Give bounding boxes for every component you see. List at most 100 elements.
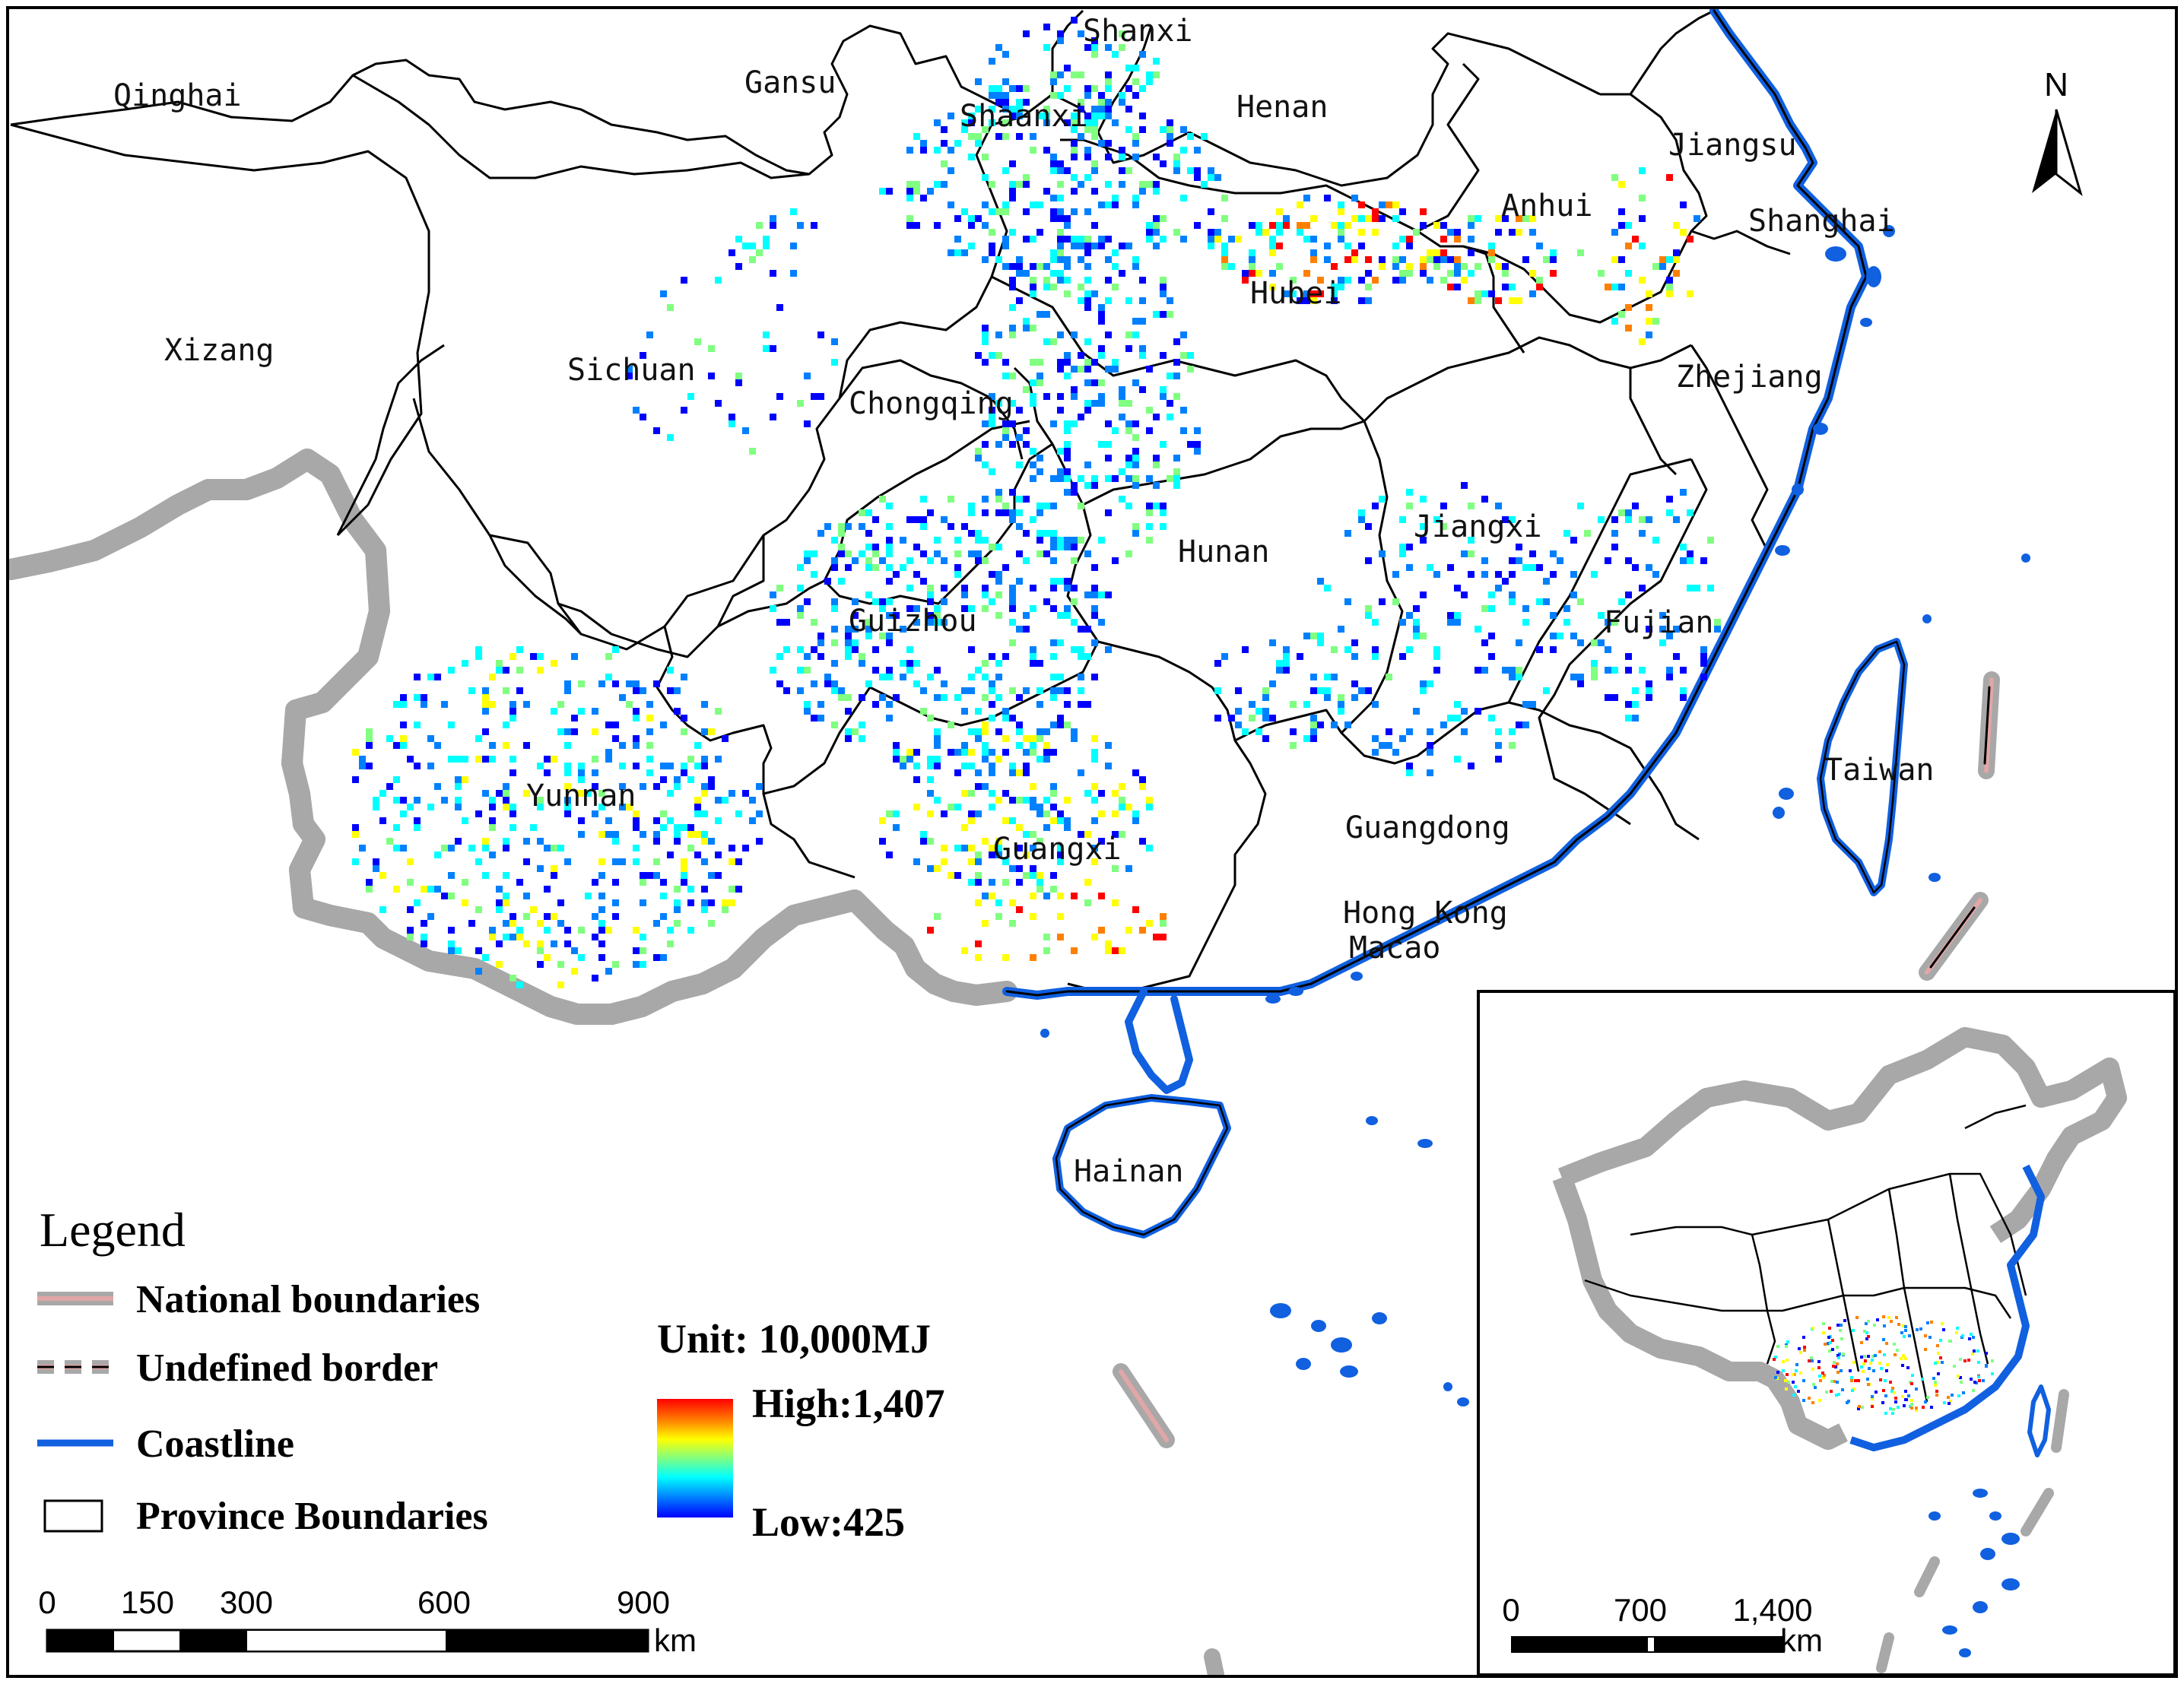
energy-pixel bbox=[968, 530, 975, 537]
energy-pixel bbox=[1050, 817, 1057, 824]
energy-pixel bbox=[1105, 99, 1112, 106]
energy-pixel bbox=[995, 612, 1002, 619]
energy-pixel bbox=[509, 975, 516, 982]
energy-pixel bbox=[1057, 475, 1064, 482]
energy-pixel bbox=[1495, 263, 1502, 270]
inset-energy-pixel bbox=[1866, 1378, 1869, 1381]
energy-pixel bbox=[1105, 181, 1112, 188]
energy-pixel bbox=[1563, 530, 1570, 537]
energy-pixel bbox=[1591, 660, 1598, 667]
energy-pixel bbox=[982, 660, 989, 667]
energy-pixel bbox=[1173, 167, 1180, 174]
energy-pixel bbox=[612, 646, 619, 653]
energy-pixel bbox=[1009, 195, 1016, 201]
energy-pixel bbox=[1091, 591, 1098, 598]
energy-pixel bbox=[633, 680, 640, 687]
energy-pixel bbox=[1475, 667, 1481, 674]
energy-pixel bbox=[1680, 544, 1687, 550]
energy-pixel bbox=[441, 701, 448, 708]
energy-pixel bbox=[1639, 167, 1646, 174]
energy-pixel bbox=[1372, 503, 1379, 509]
energy-pixel bbox=[1255, 728, 1262, 735]
energy-pixel bbox=[1002, 858, 1009, 865]
energy-pixel bbox=[407, 858, 414, 865]
energy-pixel bbox=[893, 824, 900, 831]
energy-pixel bbox=[653, 817, 660, 824]
inset-energy-pixel bbox=[1968, 1337, 1971, 1340]
energy-pixel bbox=[503, 797, 509, 804]
label-guangxi: Guangxi bbox=[993, 832, 1122, 867]
energy-pixel bbox=[653, 838, 660, 845]
energy-pixel bbox=[1324, 694, 1331, 701]
energy-pixel bbox=[1700, 646, 1707, 653]
energy-pixel bbox=[1611, 694, 1618, 701]
energy-pixel bbox=[1132, 523, 1139, 530]
energy-pixel bbox=[906, 646, 913, 653]
energy-pixel bbox=[1105, 646, 1112, 653]
energy-pixel bbox=[879, 674, 886, 680]
inset-energy-pixel bbox=[1810, 1356, 1813, 1359]
inset-energy-pixel bbox=[1837, 1393, 1840, 1396]
energy-pixel bbox=[1173, 338, 1180, 345]
energy-pixel bbox=[509, 715, 516, 721]
energy-pixel bbox=[1406, 769, 1413, 776]
inset-energy-pixel bbox=[1895, 1316, 1898, 1319]
energy-pixel bbox=[1064, 824, 1071, 831]
energy-pixel bbox=[1550, 633, 1557, 639]
energy-pixel bbox=[1167, 133, 1173, 140]
energy-pixel bbox=[1036, 229, 1043, 236]
energy-pixel bbox=[1331, 297, 1338, 304]
energy-pixel bbox=[1043, 728, 1050, 735]
energy-pixel bbox=[489, 824, 496, 831]
energy-pixel bbox=[571, 728, 578, 735]
energy-pixel bbox=[1550, 612, 1557, 619]
energy-pixel bbox=[564, 680, 571, 687]
inset-energy-pixel bbox=[1851, 1389, 1854, 1392]
energy-pixel bbox=[776, 653, 783, 660]
label-guizhou: Guizhou bbox=[849, 604, 977, 639]
legend-item-province-boundaries: Province Boundaries bbox=[43, 1495, 488, 1538]
energy-pixel bbox=[1050, 653, 1057, 660]
energy-pixel bbox=[598, 920, 605, 927]
energy-pixel bbox=[605, 817, 612, 824]
energy-pixel bbox=[1495, 215, 1502, 222]
energy-pixel bbox=[886, 633, 893, 639]
energy-pixel bbox=[900, 564, 906, 571]
energy-pixel bbox=[1529, 215, 1536, 222]
energy-pixel bbox=[1365, 270, 1372, 277]
energy-pixel bbox=[920, 523, 927, 530]
inset-energy-pixel bbox=[1910, 1403, 1913, 1406]
energy-pixel bbox=[1023, 831, 1030, 838]
energy-pixel bbox=[1639, 215, 1646, 222]
energy-pixel bbox=[1050, 783, 1057, 790]
energy-pixel bbox=[1584, 530, 1591, 537]
energy-pixel bbox=[1249, 263, 1255, 270]
inset-energy-pixel bbox=[1915, 1387, 1918, 1391]
energy-pixel bbox=[975, 530, 982, 537]
energy-pixel bbox=[1071, 140, 1078, 147]
energy-pixel bbox=[1228, 715, 1235, 721]
energy-pixel bbox=[1646, 687, 1652, 694]
energy-pixel bbox=[1447, 284, 1454, 290]
inset-energy-pixel bbox=[1910, 1399, 1913, 1402]
inset-energy-pixel bbox=[1784, 1379, 1787, 1382]
energy-pixel bbox=[1372, 619, 1379, 626]
energy-pixel bbox=[729, 845, 735, 852]
energy-pixel bbox=[934, 619, 941, 626]
energy-pixel bbox=[646, 872, 653, 879]
energy-pixel bbox=[475, 653, 482, 660]
energy-pixel bbox=[708, 920, 715, 927]
energy-pixel bbox=[1036, 804, 1043, 810]
energy-pixel bbox=[1666, 256, 1673, 263]
energy-pixel bbox=[1324, 585, 1331, 591]
energy-pixel bbox=[612, 899, 619, 906]
energy-pixel bbox=[913, 133, 920, 140]
energy-pixel bbox=[1119, 147, 1125, 154]
energy-pixel bbox=[674, 920, 681, 927]
energy-pixel bbox=[1461, 482, 1468, 489]
energy-pixel bbox=[1358, 297, 1365, 304]
energy-pixel bbox=[1098, 140, 1105, 147]
legend-item-undefined-border: Undefined border bbox=[37, 1346, 438, 1390]
energy-pixel bbox=[1632, 715, 1639, 721]
energy-pixel bbox=[667, 817, 674, 824]
